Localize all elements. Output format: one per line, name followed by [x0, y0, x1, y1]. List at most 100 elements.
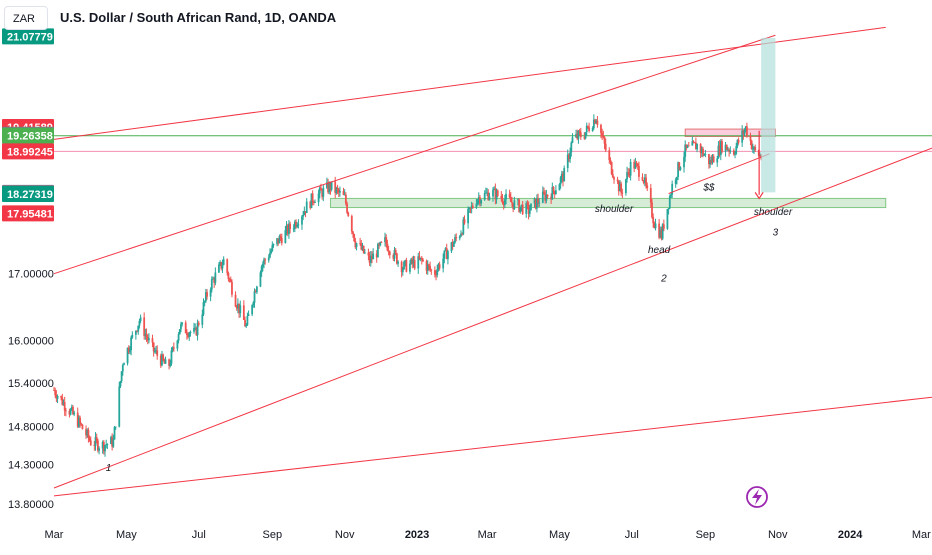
candle: [218, 262, 220, 273]
candle: [251, 304, 254, 317]
upper-line[interactable]: [53, 26, 886, 140]
candle: [686, 144, 689, 149]
symbol-search-input[interactable]: ZAR: [4, 6, 48, 30]
candle: [269, 248, 271, 259]
candle: [301, 215, 303, 230]
candle: [521, 200, 524, 215]
candle: [304, 211, 307, 218]
x-axis[interactable]: Mar May Jul Sep Nov 2023 Mar May Jul Sep Nov 2024 Ma…: [45, 529, 932, 541]
candle: [746, 122, 748, 138]
candle: [394, 248, 397, 256]
candle: [302, 210, 305, 220]
candle: [645, 173, 647, 189]
candle: [98, 446, 100, 455]
candle: [88, 435, 91, 442]
candle: [184, 320, 187, 334]
x-tick-label: 2023: [405, 529, 429, 541]
candle: [578, 128, 581, 136]
y-axis[interactable]: 17.00000 16.00000 15.40000 14.80000 14.30000…: [2, 28, 54, 511]
brand-logo[interactable]: [746, 486, 768, 508]
candle: [533, 197, 536, 208]
zones-layer: [329, 128, 887, 209]
candle: [180, 321, 182, 333]
candle: [231, 279, 233, 298]
x-tick-label: Mar: [478, 529, 497, 541]
candle: [652, 213, 655, 228]
candle: [242, 300, 245, 321]
candle: [229, 276, 232, 283]
channel-top[interactable]: [53, 34, 776, 275]
candle: [263, 257, 265, 269]
candle: [181, 322, 184, 327]
candle: [95, 433, 98, 444]
candle: [189, 330, 192, 337]
x-tick-label: May: [116, 529, 137, 541]
candle: [678, 161, 681, 171]
candle: [627, 168, 630, 178]
candle: [667, 208, 670, 215]
price-tag[interactable]: 19.26358: [2, 127, 54, 144]
candle: [104, 444, 106, 457]
lower-line[interactable]: [53, 396, 932, 497]
candle: [143, 312, 146, 340]
trend-lines-layer: [53, 26, 932, 497]
x-tick-label: Nov: [768, 529, 788, 541]
candle: [397, 260, 399, 267]
candle: [559, 175, 562, 189]
candle: [668, 194, 671, 210]
price-tag-label: 19.26358: [7, 131, 53, 143]
candle: [536, 194, 538, 213]
candle: [660, 226, 663, 241]
candle: [404, 259, 407, 267]
candle: [743, 128, 746, 137]
candle: [493, 186, 496, 191]
candle: [195, 326, 198, 336]
price-tag[interactable]: 18.27319: [2, 185, 54, 202]
annotation-label: shoulder: [754, 207, 793, 218]
candle: [594, 118, 596, 125]
candle: [728, 148, 731, 157]
candle: [363, 248, 366, 255]
candle: [541, 186, 544, 204]
candle: [585, 122, 588, 137]
candle: [552, 186, 555, 195]
candle: [318, 185, 321, 199]
candle: [239, 300, 242, 318]
candle: [196, 319, 199, 341]
neckline[interactable]: [53, 147, 932, 489]
price-tag[interactable]: 18.99245: [2, 143, 54, 160]
candle: [371, 251, 373, 264]
candle: [285, 221, 288, 236]
x-tick-label: Nov: [335, 529, 355, 541]
candle: [267, 254, 270, 263]
candle: [711, 154, 714, 165]
x-tick-label: Sep: [696, 529, 716, 541]
candle: [288, 219, 290, 239]
candle: [252, 301, 255, 308]
candle: [359, 237, 362, 246]
lightning-logo-icon[interactable]: [746, 486, 768, 508]
candle: [403, 260, 405, 270]
candle: [276, 237, 278, 247]
price-tag[interactable]: 17.95481: [2, 205, 54, 222]
candle: [702, 146, 704, 158]
horizontal-lines-layer: [54, 135, 932, 152]
support-zone[interactable]: [329, 197, 887, 209]
candle: [428, 263, 430, 271]
ss-trendline[interactable]: [668, 153, 770, 195]
candle: [596, 116, 599, 128]
candle: [558, 183, 561, 191]
candle: [146, 334, 149, 345]
price-tag[interactable]: 21.07779: [2, 28, 54, 45]
candle: [72, 405, 74, 416]
candle: [455, 233, 458, 242]
candle: [642, 179, 645, 185]
candle: [634, 157, 637, 170]
candle: [462, 216, 465, 236]
projection-box[interactable]: [761, 37, 776, 193]
candle: [292, 224, 295, 233]
candle: [679, 166, 682, 171]
candle: [451, 238, 454, 250]
